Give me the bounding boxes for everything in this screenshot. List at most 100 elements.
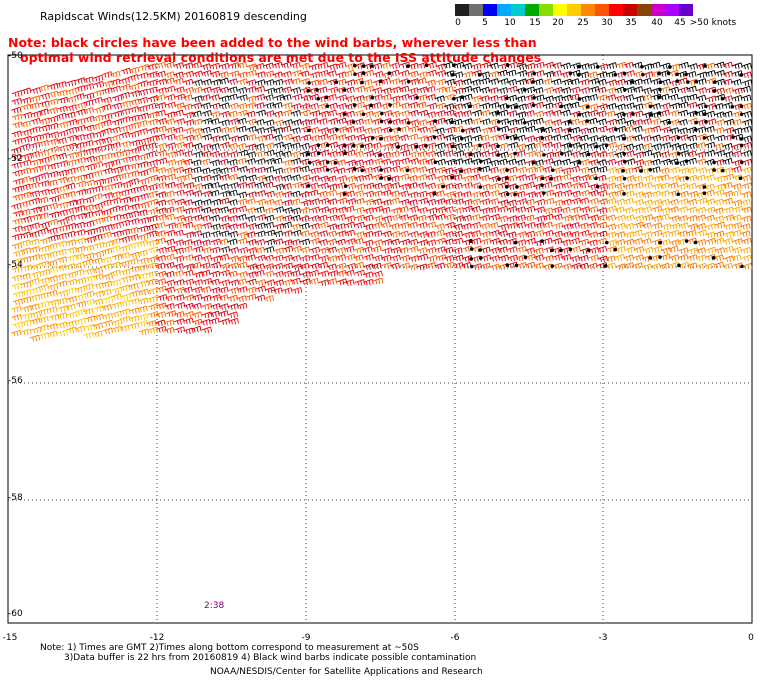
wind-barb	[173, 229, 184, 237]
wind-barb	[678, 198, 689, 205]
wind-barb	[651, 205, 663, 213]
wind-barb	[30, 213, 42, 221]
wind-barb	[677, 206, 689, 213]
wind-barb	[138, 112, 150, 120]
wind-barb	[704, 62, 716, 70]
legend-tick-label: 5	[482, 18, 488, 28]
wind-barb	[66, 88, 77, 95]
wind-barb	[570, 175, 581, 183]
wind-barb	[730, 254, 742, 261]
wind-barb	[209, 159, 221, 166]
wind-barb	[228, 303, 239, 310]
legend-tick-label: 20	[552, 18, 564, 28]
wind-barb	[632, 125, 643, 133]
wind-barb	[56, 192, 68, 200]
wind-barb	[290, 277, 301, 285]
wind-barb	[560, 62, 572, 70]
wind-barb	[255, 109, 267, 117]
wind-barb	[534, 70, 545, 77]
wind-barb	[633, 246, 645, 253]
wind-barb	[83, 83, 95, 90]
wind-barb	[615, 134, 627, 141]
wind-barb	[669, 222, 681, 230]
wind-barb	[667, 182, 679, 189]
wind-barb	[363, 85, 375, 93]
wind-barb	[632, 119, 643, 126]
wind-barb	[47, 251, 58, 258]
wind-barb	[695, 158, 707, 165]
wind-barb	[543, 151, 555, 159]
quality-flag-circle	[334, 80, 338, 84]
wind-barb	[506, 94, 518, 102]
wind-barb	[514, 191, 526, 198]
lon-label-15: -15	[2, 633, 18, 643]
wind-barb	[704, 110, 716, 118]
wind-barb	[246, 118, 257, 126]
quality-flag-circle	[342, 192, 347, 196]
wind-barb	[309, 71, 321, 78]
wind-barb	[218, 62, 230, 70]
wind-barb	[137, 233, 149, 241]
wind-barb	[731, 118, 742, 126]
wind-barb	[723, 173, 735, 181]
wind-barb	[200, 126, 211, 134]
map-title: Rapidscat Winds(12.5KM) 20160819 descend…	[40, 10, 307, 23]
wind-barb	[84, 268, 95, 275]
wind-barb	[363, 150, 375, 157]
wind-barb	[236, 286, 248, 293]
quality-flag-circle	[441, 184, 445, 189]
wind-barb	[596, 165, 608, 173]
wind-barb	[56, 273, 67, 280]
wind-barb	[489, 213, 501, 221]
wind-barb	[740, 199, 751, 206]
wind-barb	[363, 263, 374, 270]
wind-barb	[246, 69, 257, 77]
wind-barb	[74, 325, 86, 333]
wind-barb	[102, 240, 114, 248]
wind-barb	[129, 147, 140, 154]
wind-barb	[120, 196, 132, 203]
wind-barb	[372, 70, 384, 78]
wind-barb	[444, 78, 455, 86]
wind-barb	[696, 71, 708, 79]
wind-barb	[164, 166, 176, 174]
lon-label-0: 0	[748, 633, 754, 643]
wind-barb	[237, 165, 248, 173]
wind-barb	[56, 256, 68, 263]
wind-barb	[57, 160, 69, 167]
quality-flag-circle	[369, 64, 374, 68]
wind-barb	[291, 287, 303, 294]
wind-barb	[173, 166, 185, 174]
quality-flag-circle	[658, 255, 662, 259]
wind-barb	[147, 95, 159, 102]
wind-barb	[181, 103, 193, 111]
wind-barb	[533, 117, 544, 125]
quality-flag-circle	[522, 88, 527, 92]
wind-barb	[227, 93, 238, 101]
wind-barb	[164, 118, 176, 125]
wind-barb	[489, 237, 501, 245]
wind-barb	[102, 167, 113, 175]
wind-barb	[624, 150, 635, 157]
wind-barb	[686, 237, 698, 245]
wind-barb	[506, 158, 517, 166]
wind-barb	[183, 189, 195, 197]
wind-barb	[326, 246, 337, 254]
wind-barb	[191, 294, 203, 301]
wind-barb	[264, 238, 276, 246]
wind-barb	[660, 126, 672, 133]
quality-flag-circle	[432, 191, 437, 196]
wind-barb	[408, 78, 420, 85]
wind-barb	[273, 247, 284, 255]
wind-barb	[136, 272, 148, 280]
wind-barb	[289, 77, 301, 85]
footnote-credit: NOAA/NESDIS/Center for Satellite Applica…	[210, 667, 483, 677]
wind-barb	[56, 152, 67, 160]
wind-barb	[541, 237, 553, 245]
wind-barb	[254, 85, 266, 93]
wind-barb	[137, 161, 149, 168]
legend-swatch	[609, 4, 623, 16]
wind-barb	[245, 254, 256, 261]
wind-barb	[525, 125, 536, 133]
quality-flag-circle	[622, 176, 627, 181]
